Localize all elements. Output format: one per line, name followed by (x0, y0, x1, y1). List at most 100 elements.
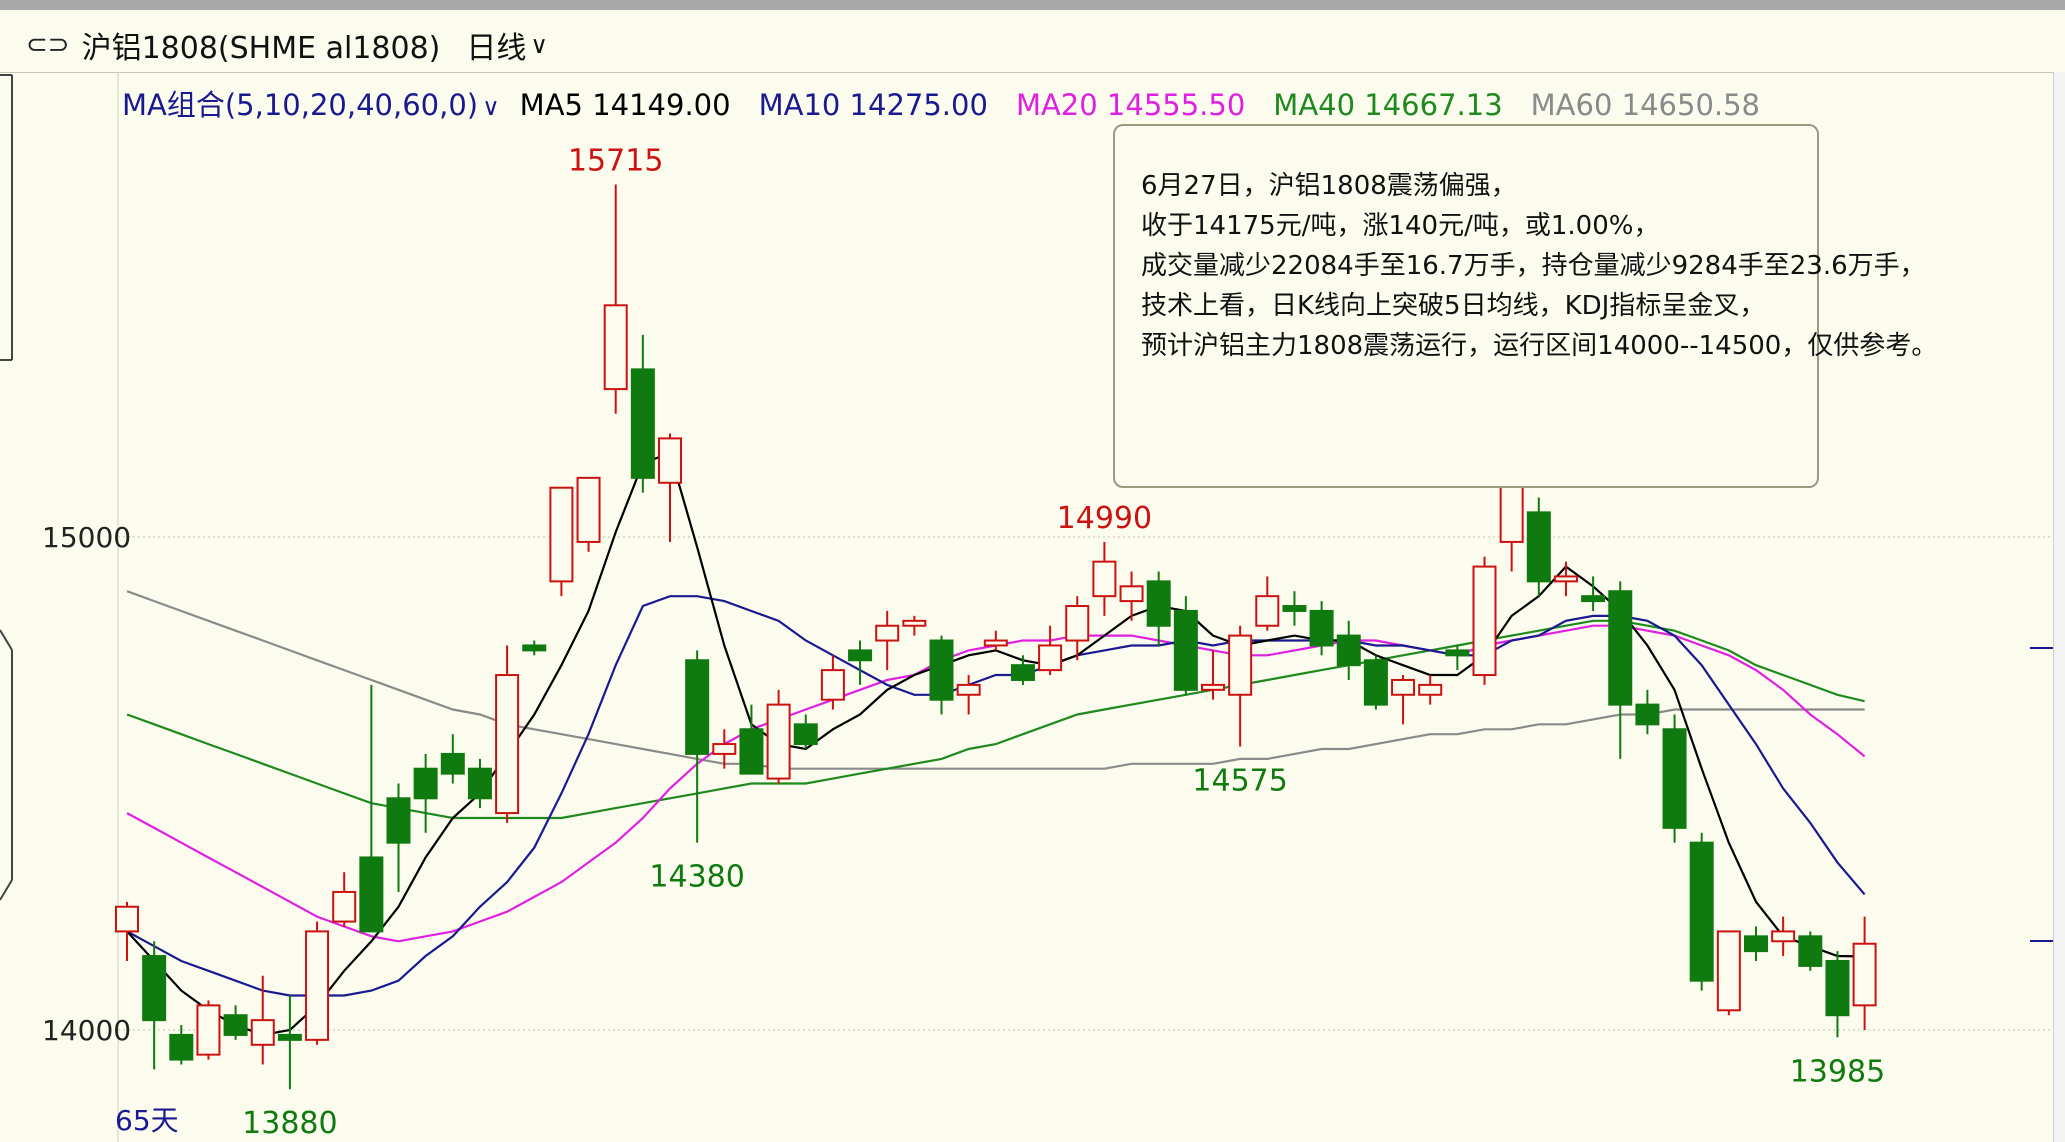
candle-body (1092, 560, 1117, 598)
candle-body (1608, 590, 1633, 706)
candle (1391, 675, 1416, 725)
candle-body (956, 683, 981, 696)
price-annotation: 14575 (1192, 764, 1287, 799)
candle (1038, 625, 1063, 676)
candle (1662, 714, 1687, 843)
candle-body (1852, 942, 1877, 1007)
candle-body (495, 674, 520, 815)
candle (1852, 916, 1877, 1030)
ma-combo-selector[interactable]: MA组合(5,10,20,40,60,0) (122, 88, 479, 122)
candle-body (1526, 511, 1551, 583)
candle (1825, 951, 1850, 1038)
candle (1526, 497, 1551, 597)
candle (739, 704, 764, 775)
candle-body (848, 649, 873, 662)
period-selector[interactable]: 日线 ∨ (466, 23, 548, 67)
y-tick-label: 14000 (42, 1014, 131, 1047)
chevron-down-icon[interactable]: ∨ (530, 31, 548, 59)
window-top-border (0, 0, 2065, 10)
candle (820, 655, 845, 710)
candle-body (1798, 935, 1823, 967)
candle-body (712, 743, 737, 755)
candle (1092, 541, 1117, 616)
candle (332, 872, 357, 927)
candle (712, 729, 737, 769)
moving-average-lines (126, 451, 1866, 1037)
candle-body (169, 1033, 194, 1061)
price-annotation: 14990 (1057, 501, 1152, 536)
candle-body (739, 728, 764, 775)
candle (1553, 561, 1578, 597)
candle-body (549, 486, 574, 583)
candle (1201, 650, 1225, 700)
candle-body (1418, 683, 1443, 696)
candle (495, 645, 520, 823)
candle (1608, 581, 1633, 759)
days-count-label: 65天 (115, 1104, 179, 1137)
candle-body (1553, 575, 1578, 583)
commentary-line: 预计沪铝主力1808震荡运行，运行区间14000--14500，仅供参考。 (1141, 331, 1938, 361)
scrollbar[interactable] (2053, 72, 2065, 1142)
candle-body (1445, 649, 1470, 657)
link-icon[interactable]: ⊂⊃ (26, 30, 70, 60)
candle-body (983, 639, 1008, 647)
candle (956, 675, 981, 715)
candle (440, 734, 465, 784)
price-annotation: 15715 (568, 144, 663, 179)
price-annotation: 13880 (242, 1106, 337, 1141)
candle-body (820, 669, 845, 701)
candle-body (413, 767, 438, 800)
period-label: 日线 (466, 31, 527, 66)
candle-body (1309, 609, 1334, 647)
candle-body (223, 1014, 248, 1036)
candle-body (440, 752, 465, 775)
chevron-down-icon[interactable]: ∨ (482, 93, 500, 121)
candle (1255, 576, 1280, 631)
candle-body (1119, 585, 1144, 603)
candle (1689, 832, 1714, 991)
candle-body (1689, 841, 1714, 982)
candle (277, 995, 302, 1090)
candle (196, 1000, 221, 1060)
candle-body (1363, 659, 1388, 706)
candle (142, 941, 167, 1070)
candle (1418, 675, 1443, 705)
candle (1010, 655, 1035, 685)
ma40-legend: MA40 14667.13 (1273, 88, 1503, 122)
candle (1744, 926, 1768, 961)
ma20-legend: MA20 14555.50 (1015, 88, 1246, 122)
candle-body (332, 890, 357, 923)
candle (1716, 930, 1741, 1016)
candle-body (142, 955, 167, 1022)
candle-body (658, 437, 682, 484)
candle-body (1146, 580, 1171, 627)
price-annotation: 13985 (1790, 1054, 1885, 1089)
candle (1581, 576, 1606, 611)
ma60-legend: MA60 14650.58 (1530, 88, 1761, 122)
candle-body (115, 905, 139, 933)
candle (1363, 655, 1388, 710)
candle (1173, 596, 1198, 695)
candle-body (250, 1019, 275, 1046)
candle-body (1010, 664, 1035, 681)
candle-body (1825, 959, 1850, 1017)
candle (658, 433, 682, 542)
candle (1771, 916, 1796, 957)
candle-body (576, 476, 601, 543)
candle-body (1472, 565, 1497, 677)
candle-body (359, 856, 384, 933)
candle (386, 783, 411, 892)
candle-body (1662, 728, 1687, 829)
candle (1499, 476, 1524, 572)
candle-body (1038, 644, 1063, 672)
chart-frame (0, 72, 2053, 1142)
candle (223, 1005, 248, 1040)
candle-body (766, 703, 791, 780)
candle-body (1744, 935, 1768, 953)
candle (1472, 556, 1497, 685)
candle (576, 476, 601, 552)
candle (1445, 645, 1470, 671)
ma5-line (126, 451, 1865, 1037)
candle-body (196, 1004, 221, 1056)
